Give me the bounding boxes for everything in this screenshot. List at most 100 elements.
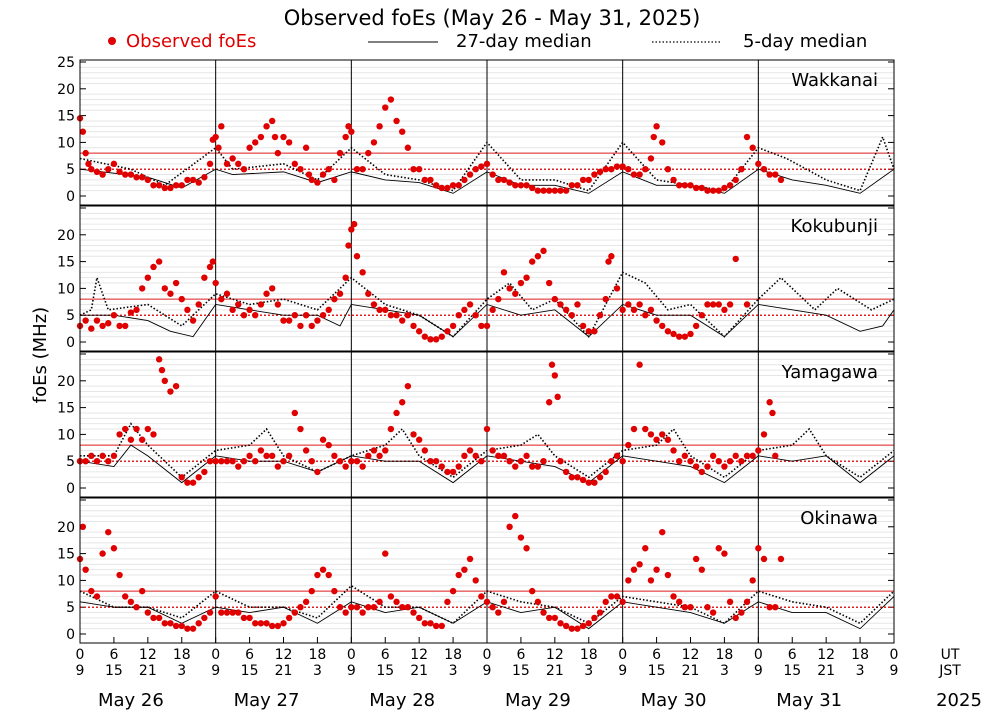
observed-point xyxy=(630,306,638,314)
y-tick-label: 10 xyxy=(57,427,75,443)
observed-point xyxy=(574,474,581,481)
y-tick-label: 5 xyxy=(66,454,75,470)
observed-point xyxy=(444,598,451,606)
observed-point xyxy=(155,182,163,189)
observed-point xyxy=(161,285,168,292)
observed-point xyxy=(404,144,412,151)
observed-point xyxy=(127,598,135,606)
observed-point xyxy=(642,166,649,173)
x-tick-label-ut: 6 xyxy=(652,647,661,663)
observed-point xyxy=(630,566,638,573)
observed-point xyxy=(155,614,163,622)
observed-point xyxy=(562,306,570,314)
observed-point xyxy=(353,253,361,260)
observed-point xyxy=(732,255,739,263)
observed-point xyxy=(350,220,358,228)
observed-point xyxy=(760,166,768,173)
observed-point xyxy=(574,625,581,632)
observed-point xyxy=(365,290,372,297)
observed-point xyxy=(274,463,282,470)
observed-point xyxy=(489,306,496,314)
observed-point xyxy=(285,139,293,146)
observed-point xyxy=(613,452,621,460)
observed-point xyxy=(478,458,485,465)
observed-point xyxy=(461,452,468,460)
observed-point xyxy=(472,577,479,584)
observed-point xyxy=(704,604,711,611)
observed-point xyxy=(393,312,400,319)
observed-point xyxy=(455,463,462,470)
observed-point xyxy=(415,166,423,173)
observed-point xyxy=(427,176,434,184)
panel-yamagawa: 0 5 10 15 20 Yamagawa xyxy=(57,351,895,498)
y-tick-label: 10 xyxy=(57,135,75,151)
observed-point xyxy=(122,322,129,330)
observed-point xyxy=(393,409,400,417)
x-axis-label-ut: UT xyxy=(941,647,960,663)
x-tick-label-ut: 18 xyxy=(444,647,462,663)
observed-point xyxy=(308,322,315,330)
observed-point xyxy=(376,598,383,606)
observed-point xyxy=(726,458,734,465)
observed-point xyxy=(82,458,89,465)
station-label: Okinawa xyxy=(800,508,878,529)
observed-point xyxy=(613,593,621,600)
observed-point xyxy=(675,182,683,189)
observed-point xyxy=(506,285,513,292)
observed-point xyxy=(489,447,496,454)
observed-point xyxy=(184,306,191,314)
observed-point xyxy=(268,117,276,125)
observed-point xyxy=(709,187,717,194)
observed-point xyxy=(438,333,445,340)
observed-point xyxy=(709,609,717,616)
observed-point xyxy=(331,176,338,184)
observed-point xyxy=(664,571,672,579)
observed-point xyxy=(449,322,457,330)
observed-point xyxy=(280,133,287,141)
observed-point xyxy=(444,468,451,476)
observed-point xyxy=(206,263,214,271)
observed-point xyxy=(195,301,202,308)
observed-point xyxy=(545,187,553,194)
x-tick-label-ut: 0 xyxy=(754,647,763,663)
observed-point xyxy=(189,317,197,324)
observed-point xyxy=(743,598,751,606)
observed-point xyxy=(579,176,587,184)
observed-point xyxy=(545,399,553,406)
observed-point xyxy=(659,431,666,438)
observed-point xyxy=(268,622,276,630)
observed-point xyxy=(568,312,575,319)
observed-point xyxy=(88,587,95,595)
observed-point xyxy=(167,620,174,627)
observed-point xyxy=(709,452,717,460)
observed-point xyxy=(218,609,225,616)
observed-point xyxy=(738,609,745,616)
observed-point xyxy=(749,144,756,151)
observed-point xyxy=(540,247,547,255)
observed-point xyxy=(760,555,768,563)
observed-point xyxy=(664,436,672,443)
observed-point xyxy=(738,458,745,465)
x-tick-label-jst: 3 xyxy=(177,663,186,679)
observed-point xyxy=(274,149,282,157)
observed-point xyxy=(755,160,762,168)
observed-point xyxy=(517,458,525,465)
observed-point xyxy=(218,458,225,465)
observed-point xyxy=(116,322,123,330)
x-tick-label-ut: 12 xyxy=(139,647,157,663)
observed-point xyxy=(110,160,118,168)
observed-point xyxy=(449,182,457,189)
observed-point xyxy=(393,598,400,606)
observed-point xyxy=(534,187,542,194)
observed-point xyxy=(670,176,677,184)
observed-point xyxy=(404,382,412,390)
observed-point xyxy=(777,176,785,184)
observed-point xyxy=(551,614,559,622)
observed-point xyxy=(79,128,87,135)
observed-point xyxy=(630,171,638,178)
observed-point xyxy=(212,279,219,287)
observed-point xyxy=(331,295,338,303)
observed-point xyxy=(172,382,180,390)
observed-point xyxy=(336,290,344,297)
observed-point xyxy=(415,328,423,335)
